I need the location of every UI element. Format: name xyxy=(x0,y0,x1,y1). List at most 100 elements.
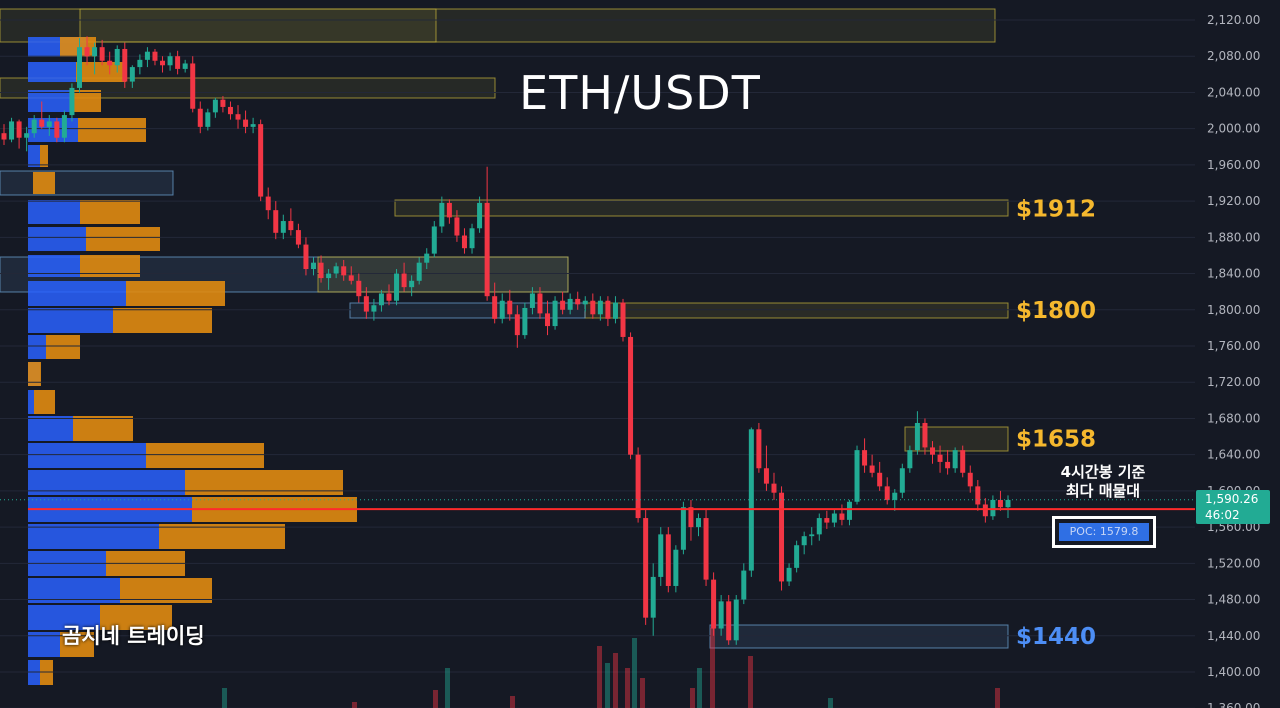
volume-bar xyxy=(632,638,637,708)
candle-body xyxy=(718,601,724,629)
zone-box xyxy=(0,170,174,196)
y-axis-tick-label: 1,920.00 xyxy=(1207,194,1260,208)
volume-profile-bar xyxy=(100,605,172,630)
zone-box xyxy=(904,426,1009,452)
candle-body xyxy=(197,108,203,127)
y-axis-tick-label: 2,080.00 xyxy=(1207,49,1260,63)
candle-body xyxy=(816,518,822,535)
price-level-label: $1800 xyxy=(1016,298,1096,324)
volume-profile-bar xyxy=(28,335,46,359)
candle-body xyxy=(643,518,649,618)
candle-body xyxy=(401,273,407,288)
volume-bar xyxy=(222,688,227,708)
candle-body xyxy=(741,570,747,600)
volume-bar xyxy=(690,688,695,708)
candle-body xyxy=(529,293,535,308)
price-level-label: $1912 xyxy=(1016,196,1096,222)
candle-body xyxy=(129,67,135,82)
candle-body xyxy=(771,483,777,493)
volume-bar xyxy=(995,688,1000,708)
candle-body xyxy=(9,121,15,140)
volume-profile-bar xyxy=(28,281,126,306)
candle-body xyxy=(371,305,377,312)
candle-body xyxy=(386,293,392,301)
volume-bar xyxy=(445,668,450,708)
candle-body xyxy=(975,486,981,505)
volume-profile-bar xyxy=(28,227,86,251)
candle-body xyxy=(612,302,618,319)
volume-bar xyxy=(352,702,357,708)
candle-body xyxy=(492,296,498,319)
candle-body xyxy=(560,300,566,310)
volume-profile-bar xyxy=(28,416,73,441)
volume-profile-bar xyxy=(126,281,225,306)
candle-body xyxy=(318,262,324,279)
candle-body xyxy=(688,507,694,528)
candle-body xyxy=(786,567,792,582)
volume-profile-bar xyxy=(28,90,73,112)
candle-body xyxy=(122,48,128,82)
candle-body xyxy=(914,422,920,451)
volume-bar xyxy=(640,678,645,708)
candle-body xyxy=(295,230,301,245)
candle-body xyxy=(469,228,475,249)
candle-body xyxy=(899,468,905,493)
volume-profile-bar xyxy=(80,255,140,277)
candle-body xyxy=(311,262,317,270)
candle-body xyxy=(288,221,294,231)
candle-body xyxy=(884,486,890,500)
candle-body xyxy=(273,210,279,233)
candle-body xyxy=(235,114,241,120)
candle-body xyxy=(175,56,181,69)
chart-title: ETH/USDT xyxy=(519,66,761,120)
candle-body xyxy=(431,226,437,254)
annotation-line-1: 4시간봉 기준 xyxy=(1060,463,1146,481)
candle-body xyxy=(930,447,936,455)
candle-body xyxy=(212,99,218,113)
price-level-label: $1440 xyxy=(1016,624,1096,650)
zone-box xyxy=(79,8,437,43)
candle-body xyxy=(877,472,883,487)
volume-bar xyxy=(625,668,630,708)
candle-body xyxy=(394,273,400,301)
y-axis-tick-label: 1,400.00 xyxy=(1207,665,1260,679)
candle-body xyxy=(424,253,430,263)
candle-body xyxy=(846,501,852,520)
volume-profile-bar xyxy=(28,605,100,630)
y-axis-tick-label: 2,040.00 xyxy=(1207,85,1260,99)
candle-body xyxy=(809,534,815,537)
candle-body xyxy=(552,300,558,327)
candle-body xyxy=(854,450,860,502)
candle-body xyxy=(182,63,188,69)
zone-box xyxy=(584,302,1009,319)
candle-body xyxy=(24,133,30,138)
volume-profile-bar xyxy=(113,308,212,333)
candle-body xyxy=(605,300,611,319)
y-axis-tick-label: 1,640.00 xyxy=(1207,448,1260,462)
candle-body xyxy=(831,513,837,523)
candle-body xyxy=(537,293,543,314)
candle-body xyxy=(945,461,951,469)
candle-body xyxy=(997,499,1003,508)
volume-profile-bar xyxy=(86,227,160,251)
candle-body xyxy=(990,499,996,517)
volume-bar xyxy=(597,646,602,708)
candle-body xyxy=(477,202,483,229)
volume-profile-bar xyxy=(76,62,126,82)
candle-body xyxy=(960,450,966,473)
candle-body xyxy=(61,115,67,138)
candle-body xyxy=(205,112,211,127)
candle-body xyxy=(967,472,973,487)
current-price: 1,590.26 xyxy=(1205,492,1259,506)
volume-bar xyxy=(613,653,618,708)
y-axis-tick-label: 1,840.00 xyxy=(1207,267,1260,281)
volume-profile-bar xyxy=(28,443,146,468)
candle-body xyxy=(680,507,686,550)
candle-body xyxy=(575,298,581,305)
candle-body xyxy=(597,300,603,315)
candle-body xyxy=(748,429,754,571)
volume-profile-bar xyxy=(80,200,140,224)
candle-body xyxy=(839,513,845,520)
candle-body xyxy=(907,450,913,469)
candle-body xyxy=(137,59,143,68)
